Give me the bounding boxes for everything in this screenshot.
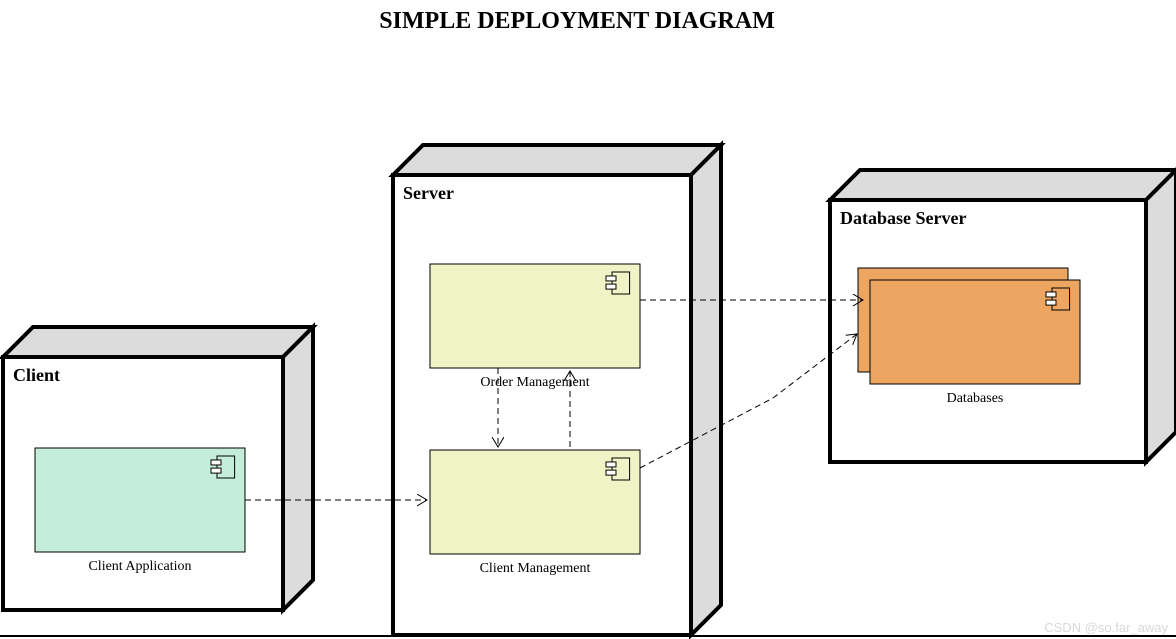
component-label-databases: Databases bbox=[947, 391, 1004, 406]
component-label-order_mgmt: Order Management bbox=[480, 375, 589, 390]
node-label-dbserver: Database Server bbox=[840, 208, 966, 228]
watermark: CSDN @so.far_away bbox=[1044, 620, 1168, 635]
diagram-title: SIMPLE DEPLOYMENT DIAGRAM bbox=[379, 8, 775, 34]
component-label-client_mgmt: Client Management bbox=[480, 561, 591, 576]
component-label-client_app: Client Application bbox=[88, 559, 191, 574]
node-label-server: Server bbox=[403, 183, 454, 203]
node-label-client: Client bbox=[13, 365, 60, 385]
deployment-diagram: SIMPLE DEPLOYMENT DIAGRAM Client Server Dat… bbox=[0, 0, 1176, 639]
